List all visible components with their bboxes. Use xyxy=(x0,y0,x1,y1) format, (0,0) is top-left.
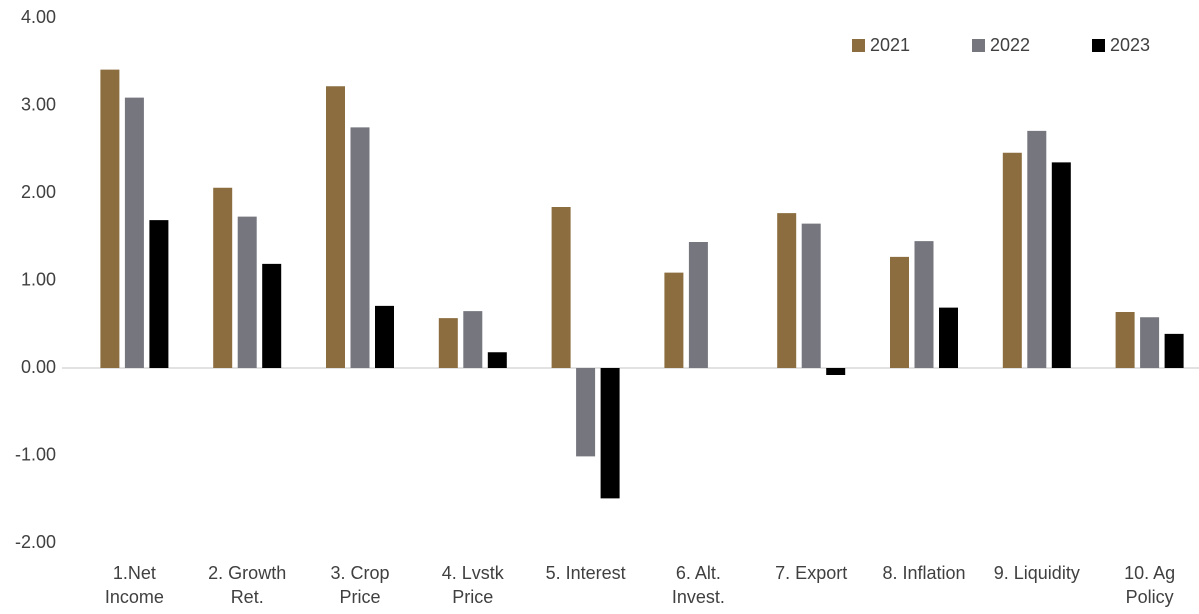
y-tick-label: -1.00 xyxy=(15,444,56,464)
legend-label: 2023 xyxy=(1110,35,1150,55)
bar xyxy=(1115,312,1135,368)
x-tick-label: 4. Lvstk xyxy=(442,563,505,583)
y-tick-label: 0.00 xyxy=(21,357,56,377)
x-tick-label: 9. Liquidity xyxy=(994,563,1080,583)
bar xyxy=(1051,162,1071,368)
x-tick-label: 6. Alt. xyxy=(676,563,721,583)
bar xyxy=(438,318,458,368)
x-tick-label: 10. Ag xyxy=(1124,563,1175,583)
bar xyxy=(213,187,233,368)
bar xyxy=(576,368,596,457)
x-tick-label: 8. Inflation xyxy=(882,563,965,583)
y-tick-label: -2.00 xyxy=(15,532,56,552)
bar xyxy=(939,307,958,368)
bar xyxy=(826,368,846,375)
x-tick-label: Price xyxy=(339,587,380,607)
bar xyxy=(149,220,169,368)
bar xyxy=(262,263,282,368)
bar xyxy=(326,86,345,368)
bar xyxy=(350,127,370,368)
bar xyxy=(600,368,620,499)
x-tick-label: Price xyxy=(452,587,493,607)
y-tick-label: 4.00 xyxy=(21,7,56,27)
legend-swatch xyxy=(852,39,865,52)
bar xyxy=(237,216,257,368)
bar xyxy=(124,97,144,368)
y-tick-label: 3.00 xyxy=(21,94,56,114)
bar xyxy=(100,69,120,368)
x-tick-label: Income xyxy=(105,587,164,607)
x-tick-label: Ret. xyxy=(231,587,264,607)
x-tick-label: 7. Export xyxy=(775,563,847,583)
x-tick-label: 3. Crop xyxy=(330,563,389,583)
x-tick-label: 2. Growth xyxy=(208,563,286,583)
bar xyxy=(688,242,708,368)
x-tick-label: 1.Net xyxy=(113,563,156,583)
legend-swatch xyxy=(972,39,985,52)
y-tick-label: 1.00 xyxy=(21,269,56,289)
bar xyxy=(801,223,821,368)
bar xyxy=(1002,152,1022,368)
bar xyxy=(890,256,909,368)
bar xyxy=(777,213,797,368)
bar xyxy=(375,305,394,368)
bar xyxy=(1140,317,1160,368)
x-tick-label: Invest. xyxy=(672,587,725,607)
bar xyxy=(487,352,507,368)
x-tick-label: 5. Interest xyxy=(546,563,626,583)
bar xyxy=(551,207,571,368)
legend-label: 2021 xyxy=(870,35,910,55)
bar xyxy=(914,241,934,368)
bar xyxy=(664,272,684,368)
bar xyxy=(463,311,483,368)
bar xyxy=(1027,130,1047,368)
legend-swatch xyxy=(1092,39,1105,52)
y-tick-label: 2.00 xyxy=(21,182,56,202)
x-tick-label: Policy xyxy=(1126,587,1174,607)
bar xyxy=(1164,333,1184,368)
legend-label: 2022 xyxy=(990,35,1030,55)
